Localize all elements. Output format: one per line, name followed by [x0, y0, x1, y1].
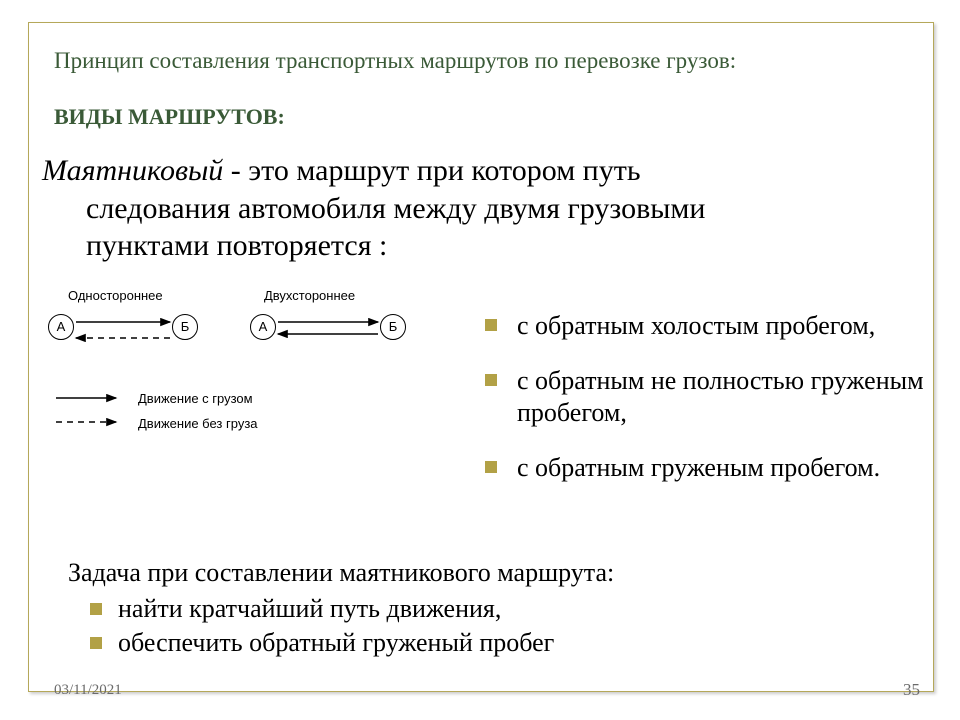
- legend-arrows: [54, 392, 134, 432]
- slide-title: Принцип составления транспортных маршрут…: [54, 48, 736, 74]
- footer-page-number: 35: [903, 680, 920, 700]
- list-item: обеспечить обратный груженый пробег: [90, 626, 554, 660]
- legend-empty: Движение без груза: [138, 416, 258, 431]
- list-item: найти кратчайший путь движения,: [90, 592, 554, 626]
- lead-rest1: - это маршрут при котором путь: [223, 154, 640, 187]
- task-heading: Задача при составлении маятникового марш…: [68, 558, 614, 588]
- lead-term: Маятниковый: [42, 154, 223, 187]
- variant-list: с обратным холостым пробегом, с обратным…: [485, 310, 925, 506]
- arrows-two-way: [242, 308, 422, 348]
- route-diagram: Одностороннее Двухстороннее А Б А Б: [42, 288, 462, 478]
- list-item: с обратным холостым пробегом,: [485, 310, 925, 343]
- diagram-label-one-way: Одностороннее: [68, 288, 163, 303]
- footer-date: 03/11/2021: [54, 682, 122, 699]
- list-item: с обратным груженым пробегом.: [485, 452, 925, 485]
- list-item: с обратным не полностью груженым пробего…: [485, 365, 925, 430]
- legend-loaded: Движение с грузом: [138, 391, 253, 406]
- lead-line3: пунктами повторяется :: [42, 227, 922, 265]
- arrows-one-way: [42, 308, 212, 348]
- diagram-label-two-way: Двухстороннее: [264, 288, 355, 303]
- lead-paragraph: Маятниковый - это маршрут при котором пу…: [42, 152, 922, 265]
- task-list: найти кратчайший путь движения, обеспечи…: [90, 592, 554, 660]
- slide-subtitle: ВИДЫ МАРШРУТОВ:: [54, 104, 285, 130]
- lead-line2: следования автомобиля между двумя грузов…: [42, 190, 922, 228]
